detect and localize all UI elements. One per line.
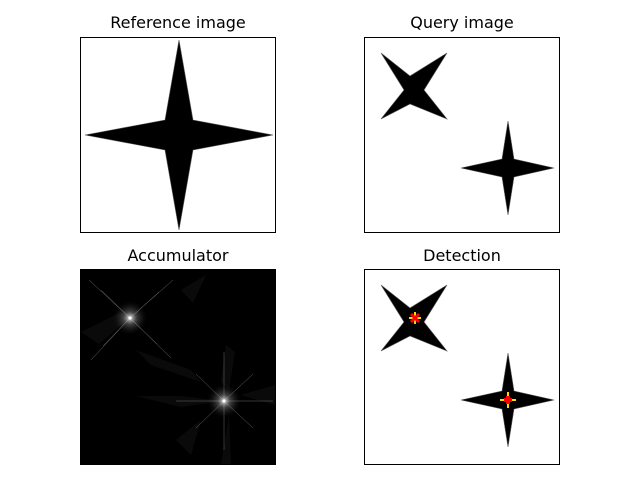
detection-marker-1-icon [409,312,421,324]
accumulator-title: Accumulator [127,246,229,265]
detection-title: Detection [423,246,501,265]
query-panel [364,37,560,233]
query-canvas [380,52,555,216]
reference-panel [80,37,276,233]
accumulator-peak-1 [88,279,174,361]
accumulator-canvas [81,270,275,464]
query-title: Query image [410,13,514,32]
detection-marker-2-icon [500,392,516,408]
accumulator-panel [80,269,276,465]
accumulator-peak-2 [176,352,273,450]
detection-panel [364,269,560,465]
reference-star-icon [84,39,274,231]
query-star-upright-icon [460,120,555,216]
accumulator-lobes [81,275,275,464]
reference-canvas [84,39,274,231]
reference-title: Reference image [110,13,246,32]
query-star-rotated-icon [380,52,448,120]
detection-canvas [380,284,555,448]
